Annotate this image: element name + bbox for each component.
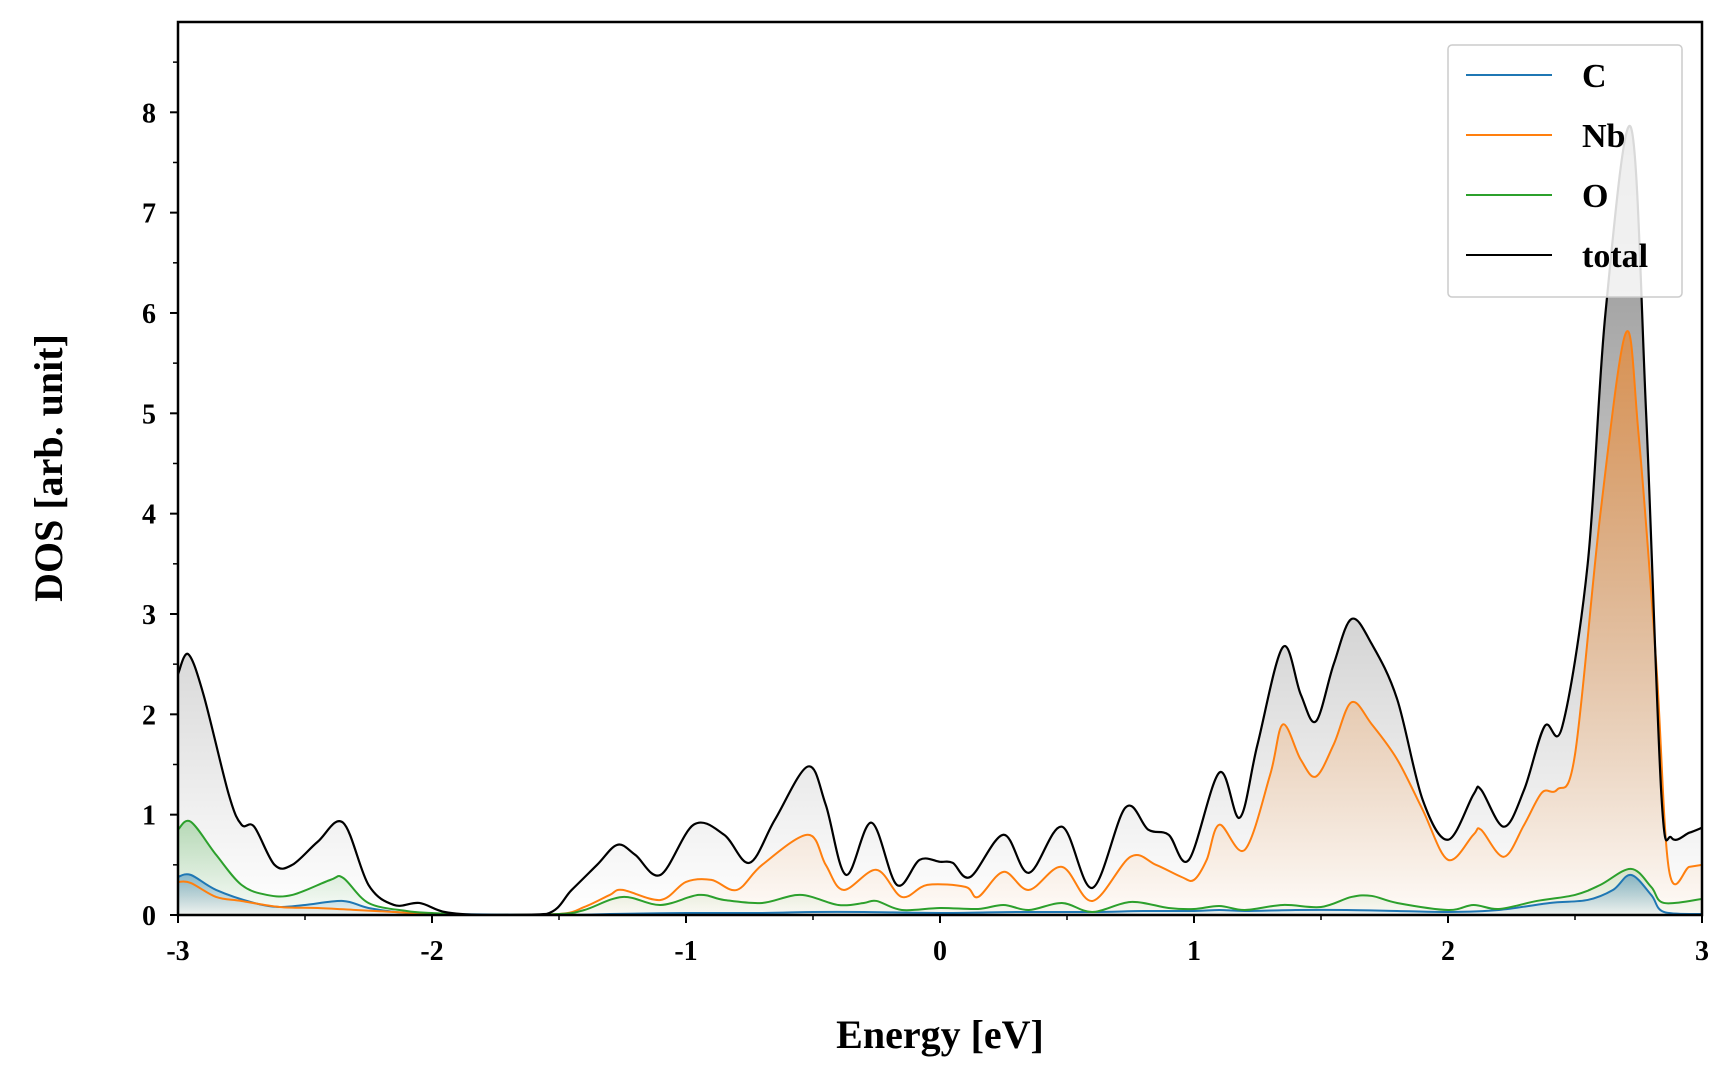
y-tick-label: 4 [142, 500, 156, 531]
x-tick-label: 0 [933, 936, 947, 967]
y-tick-label: 8 [142, 98, 156, 129]
x-tick-label: 1 [1187, 936, 1201, 967]
x-tick-label: -2 [420, 936, 443, 967]
series-line-c [178, 873, 1702, 915]
y-axis-title: DOS [arb. unit] [26, 334, 71, 602]
x-tick-label: -1 [674, 936, 697, 967]
series-line-total [178, 124, 1702, 915]
series-line-nb [178, 330, 1702, 915]
y-tick-label: 2 [142, 700, 156, 731]
axes: -3 -2 -1 0 1 2 3 0 1 2 3 4 5 6 7 8 [142, 20, 1709, 967]
x-tick-label: -3 [166, 936, 189, 967]
legend-label-o: O [1582, 178, 1608, 215]
legend-label-nb: Nb [1582, 118, 1625, 155]
series-lines [178, 124, 1702, 915]
y-tick-label: 3 [142, 600, 156, 631]
y-tick-label: 0 [142, 901, 156, 932]
legend-box [1447, 44, 1683, 298]
y-tick-label: 7 [142, 199, 156, 230]
legend-label-total: total [1582, 238, 1648, 275]
series-fill-total [178, 125, 1702, 915]
legend-label-c: C [1582, 58, 1607, 95]
series-line-o [178, 819, 1702, 915]
y-tick-label: 6 [142, 299, 156, 330]
y-tick-label: 1 [142, 801, 156, 832]
series-fill-nb [178, 331, 1702, 915]
series-fill-c [178, 874, 1702, 915]
series-fills [178, 125, 1702, 915]
x-axis-title: Energy [eV] [836, 1012, 1044, 1057]
y-tick-label: 5 [142, 399, 156, 430]
x-tick-label: 2 [1441, 936, 1455, 967]
x-tick-label: 3 [1695, 936, 1709, 967]
